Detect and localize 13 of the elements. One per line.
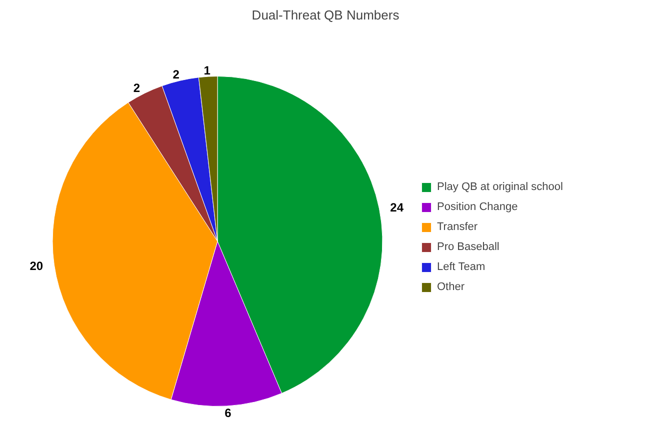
data-label: 2: [172, 68, 180, 82]
data-label: 2: [133, 80, 140, 95]
legend-label: Play QB at original school: [437, 181, 563, 193]
legend-label: Pro Baseball: [437, 241, 500, 253]
legend-label: Transfer: [437, 221, 478, 233]
legend-label: Left Team: [437, 261, 486, 273]
legend-label: Other: [437, 281, 465, 293]
chart-title: Dual-Threat QB Numbers: [252, 8, 400, 22]
data-label: 24: [390, 200, 404, 215]
data-label: 1: [204, 63, 211, 78]
data-label: 6: [224, 406, 232, 420]
data-label: 20: [30, 259, 44, 274]
legend-label: Position Change: [437, 201, 518, 213]
